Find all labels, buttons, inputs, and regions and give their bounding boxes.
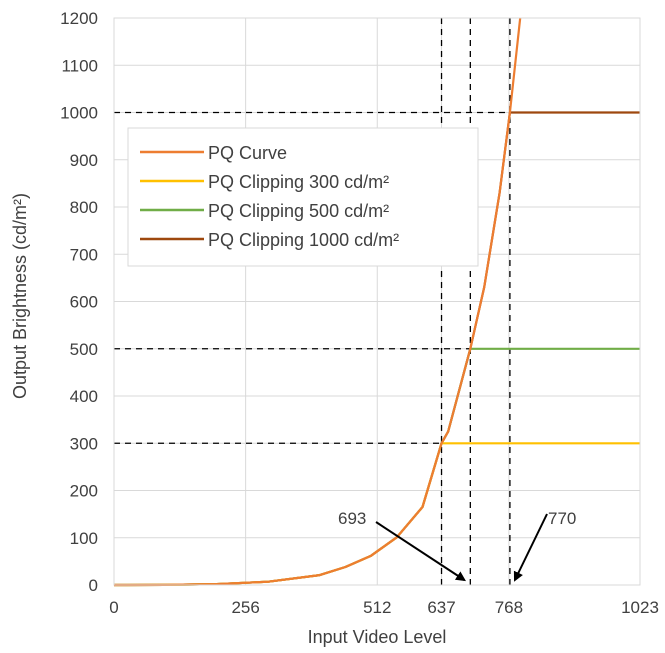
annotation-label: 770 xyxy=(548,509,576,528)
annotation-label: 693 xyxy=(338,509,366,528)
annotation-arrow xyxy=(375,521,466,582)
series-lines xyxy=(113,17,640,587)
y-tick-label: 200 xyxy=(70,482,98,501)
y-axis-title: Output Brightness (cd/m²) xyxy=(10,193,30,399)
plot-border xyxy=(113,17,641,586)
y-tick-label: 1200 xyxy=(60,9,98,28)
y-tick-label: 700 xyxy=(70,245,98,264)
y-tick-label: 400 xyxy=(70,387,98,406)
y-tick-label: 900 xyxy=(70,151,98,170)
y-tick-label: 600 xyxy=(70,293,98,312)
x-tick-label: 768 xyxy=(495,598,523,617)
legend-label: PQ Clipping 500 cd/m² xyxy=(208,201,389,221)
legend-label: PQ Curve xyxy=(208,143,287,163)
y-tick-label: 800 xyxy=(70,198,98,217)
legend-label: PQ Clipping 1000 cd/m² xyxy=(208,230,399,250)
y-tick-label: 0 xyxy=(89,576,98,595)
reference-lines xyxy=(114,18,511,585)
x-axis-title: Input Video Level xyxy=(308,627,447,647)
y-tick-label: 300 xyxy=(70,434,98,453)
x-tick-label: 0 xyxy=(109,598,118,617)
x-tick-label: 512 xyxy=(363,598,391,617)
y-tick-label: 1000 xyxy=(60,104,98,123)
legend-label: PQ Clipping 300 cd/m² xyxy=(208,172,389,192)
x-tick-label: 637 xyxy=(427,598,455,617)
y-tick-label: 100 xyxy=(70,529,98,548)
x-tick-label: 256 xyxy=(231,598,259,617)
series-line xyxy=(113,17,522,587)
y-tick-label: 1100 xyxy=(61,56,98,75)
y-tick-labels: 0 100 200 300 400 500 600 700 800 900 1000 1100 1200 xyxy=(60,9,98,595)
legend: PQ Curve PQ Clipping 300 cd/m² PQ Clipping… xyxy=(127,127,479,267)
annotations: 693 770 xyxy=(338,509,576,582)
x-tick-labels: 0 256 512 637 768 1023 xyxy=(109,598,659,617)
x-tick-label: 1023 xyxy=(621,598,659,617)
annotation-arrow xyxy=(513,513,548,582)
y-tick-label: 500 xyxy=(70,340,98,359)
